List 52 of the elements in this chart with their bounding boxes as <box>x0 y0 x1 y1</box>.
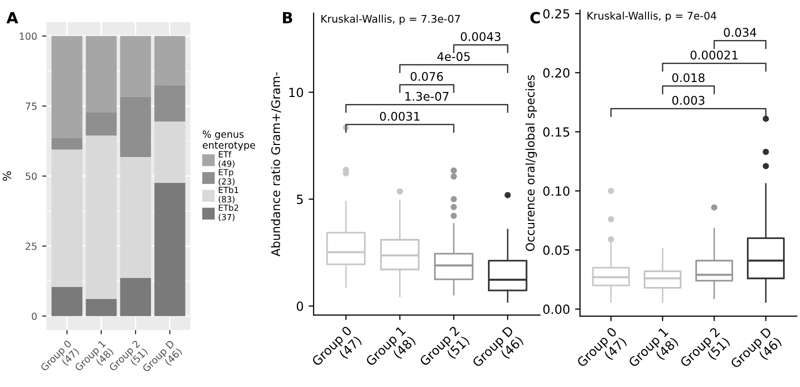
bar <box>52 36 82 138</box>
annotation: 0.034 <box>724 28 756 37</box>
annotation: 0.003 <box>672 96 704 105</box>
annotation: 1.3e-07 <box>405 92 448 101</box>
bar <box>154 85 186 122</box>
bar <box>154 121 186 183</box>
annotation: Kruskal-Wallis, p = 7.3e-07 <box>321 14 460 25</box>
legend-label: ETf (49) <box>218 151 234 168</box>
y-tick-label: 0.10 <box>543 186 570 196</box>
bar <box>52 149 82 287</box>
legend-label: ETb1 (83) <box>218 186 238 204</box>
chart-title: B <box>283 12 292 24</box>
annotation: 4e-05 <box>437 52 470 61</box>
bar <box>86 112 117 136</box>
y-tick-label: 25 <box>26 242 37 250</box>
bar <box>86 299 117 316</box>
chart-title: A <box>6 12 18 24</box>
bar <box>120 278 151 316</box>
y-tick-label: 0 <box>32 312 37 320</box>
bar <box>120 36 151 97</box>
y-tick-label: 0.00 <box>543 304 570 314</box>
y-tick-label: 0.15 <box>543 127 570 137</box>
y-tick-label: 0.05 <box>543 245 570 255</box>
y-tick-label: 0 <box>296 302 304 311</box>
y-tick-label: 10 <box>289 88 304 98</box>
chart-title: C <box>530 12 540 24</box>
legend-label: ETp (23) <box>218 169 234 186</box>
y-axis-title: Occurence oral/global species <box>525 75 537 251</box>
bar <box>52 286 82 316</box>
y-axis-title: % <box>2 171 12 181</box>
y-tick-label: 75 <box>26 102 37 110</box>
annotation: 0.0031 <box>380 112 420 121</box>
annotation: Kruskal-Wallis, p = 7e-04 <box>588 12 716 22</box>
annotation: 0.0043 <box>460 32 500 42</box>
legend-title: % genus enterotype <box>202 130 256 151</box>
annotation: 0.00021 <box>690 50 738 60</box>
legend-label: ETb2 (37) <box>218 204 238 222</box>
bar <box>154 182 186 316</box>
bar <box>86 135 117 300</box>
y-axis-title: Abundance ratio Gram+/Gram- <box>270 72 282 256</box>
bar <box>86 36 117 113</box>
bar <box>52 138 82 150</box>
bar <box>120 157 151 278</box>
y-tick-label: 0.25 <box>543 9 570 19</box>
y-tick-label: 100 <box>20 32 37 40</box>
y-tick-label: 0.20 <box>543 68 570 78</box>
annotation: 0.018 <box>672 73 704 82</box>
bar <box>154 36 186 86</box>
bar <box>120 96 151 158</box>
annotation: 0.076 <box>410 72 443 81</box>
y-tick-label: 50 <box>26 172 37 180</box>
y-tick-label: 5 <box>296 194 303 204</box>
